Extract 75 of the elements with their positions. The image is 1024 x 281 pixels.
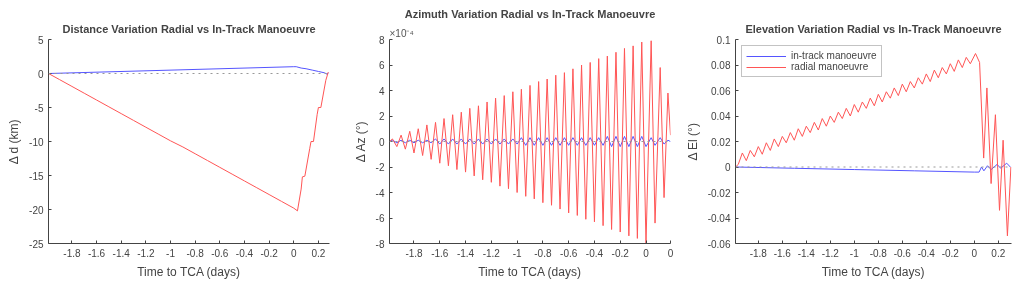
x-tick-label: 0.2	[991, 247, 1006, 259]
x-axis-title: Time to TCA (days)	[821, 264, 925, 279]
chart-title: Distance Variation Radial vs In-Track Manoeuvre	[62, 22, 316, 35]
x-tick-label: -1.2	[821, 247, 840, 259]
x-tick-label: -1	[166, 247, 176, 259]
chart-title: Azimuth Variation Radial vs In-Track Manoeuvre	[404, 7, 656, 20]
y-tick-label: 0.02	[711, 136, 731, 148]
x-tick-label: -1.8	[749, 247, 768, 259]
x-axis-title: Time to TCA (days)	[137, 264, 240, 279]
y-tick-label: -2	[375, 162, 385, 173]
y-tick-label: 0	[724, 162, 731, 173]
line-series	[48, 71, 329, 212]
x-tick-label: -1.2	[482, 247, 501, 259]
x-axis-title: Time to TCA (days)	[478, 264, 581, 279]
x-tick-label: -0.4	[917, 247, 936, 259]
x-tick-label: 0.2	[311, 247, 326, 259]
x-tick-label: -0.8	[869, 247, 888, 259]
y-tick-label: 4	[378, 85, 385, 97]
line-series	[389, 135, 671, 148]
x-tick-label: -1.6	[773, 247, 792, 259]
y-axis-title: Δ d (km)	[7, 119, 22, 165]
x-tick-label: -1.2	[137, 247, 155, 259]
x-tick-label: -0.6	[211, 247, 229, 259]
y-tick-label: -15	[29, 170, 44, 182]
x-tick-label: -1.4	[112, 247, 131, 259]
x-tick-label: 0	[971, 247, 978, 259]
y-tick-label: -6	[375, 213, 385, 224]
x-tick-label: 0	[667, 247, 674, 259]
x-tick-label: -1.8	[63, 247, 81, 259]
y-axis-title: Δ Az (°)	[353, 121, 368, 163]
x-tick-label: -1.8	[405, 247, 424, 259]
x-tick-label: -0.2	[611, 247, 630, 259]
x-tick-label: -1	[849, 247, 860, 259]
x-tick-label: -1.4	[797, 247, 816, 259]
y-tick-label: 0	[37, 68, 44, 80]
x-tick-label: -1.6	[431, 247, 449, 259]
legend-label: in-track manoeuvre	[791, 50, 877, 61]
x-tick-label: -0.8	[534, 247, 552, 259]
x-tick-label: -1.4	[456, 247, 475, 259]
x-tick-label: 0	[290, 247, 297, 259]
line-series	[735, 53, 1012, 237]
y-tick-label: 0.1	[716, 34, 731, 46]
y-tick-label: -0.06	[707, 238, 731, 250]
y-tick-label: 8	[378, 34, 385, 46]
y-tick-label: -8	[375, 238, 385, 250]
y-tick-label: -20	[29, 204, 44, 216]
y-tick-label: -4	[375, 187, 385, 199]
x-tick-label: -0.6	[893, 247, 912, 259]
y-tick-label: 5	[37, 34, 44, 46]
x-tick-label: -0.4	[585, 247, 604, 259]
y-tick-label: 2	[378, 111, 385, 122]
x-tick-label: -0.6	[560, 247, 578, 259]
y-tick-label: 0.08	[711, 60, 731, 71]
y-tick-label: 6	[378, 60, 385, 71]
y-tick-label: -5	[34, 102, 44, 114]
text: ×10⁻⁴	[389, 27, 414, 39]
y-tick-label: -0.02	[707, 187, 731, 199]
y-tick-label: -10	[29, 136, 44, 148]
y-tick-label: 0.04	[711, 111, 731, 122]
x-tick-label: -0.4	[235, 247, 254, 259]
legend-label: radial manoeuvre	[791, 61, 869, 72]
x-tick-label: -1	[512, 247, 522, 259]
x-tick-label: -1.6	[87, 247, 106, 259]
y-tick-label: 0	[378, 136, 385, 148]
y-tick-label: -25	[29, 238, 44, 250]
y-axis-title: Δ El (°)	[685, 123, 700, 161]
x-tick-label: 0	[643, 247, 650, 259]
chart-title: Elevation Variation Radial vs In-Track Manoeuvre	[745, 22, 1002, 35]
x-tick-label: -0.2	[260, 247, 279, 259]
y-tick-label: 0.06	[711, 85, 731, 97]
y-tick-label: -0.04	[707, 213, 731, 224]
x-tick-label: -0.2	[941, 247, 960, 259]
line-series	[735, 162, 1011, 173]
x-tick-label: -0.8	[186, 247, 205, 259]
line-series	[389, 40, 671, 244]
